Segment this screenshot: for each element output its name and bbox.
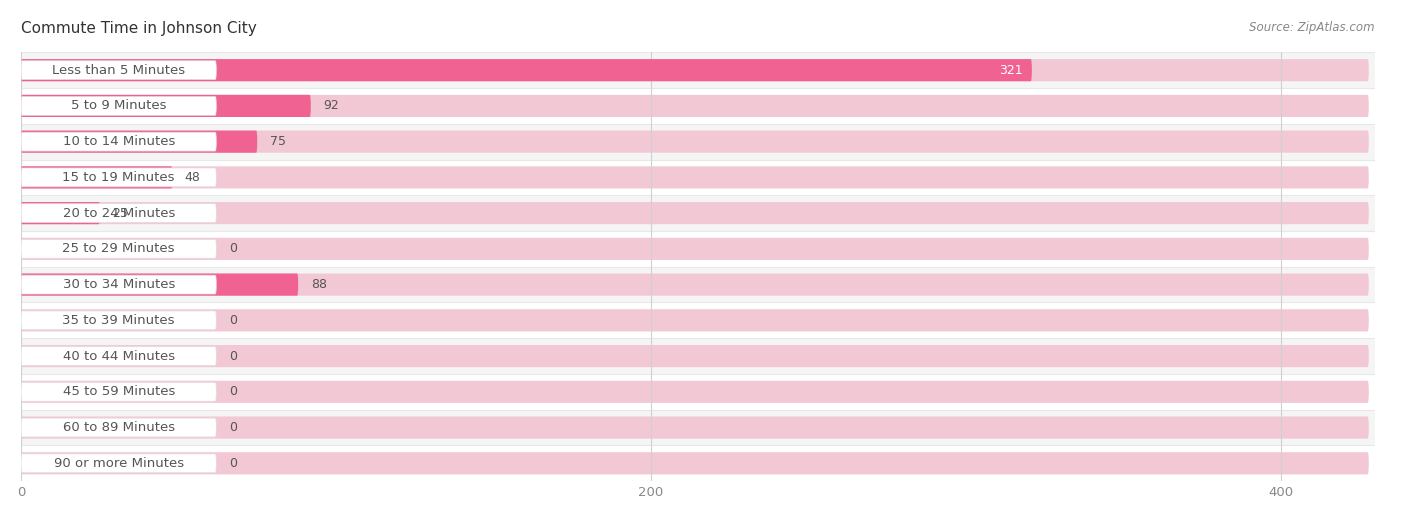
- Text: 25: 25: [112, 207, 128, 220]
- Bar: [21, 52, 1375, 88]
- FancyBboxPatch shape: [21, 309, 1369, 332]
- Bar: [21, 338, 1375, 374]
- Bar: [21, 88, 1375, 124]
- Text: 30 to 34 Minutes: 30 to 34 Minutes: [62, 278, 174, 291]
- Bar: [21, 231, 1375, 267]
- FancyBboxPatch shape: [21, 61, 217, 79]
- Text: 40 to 44 Minutes: 40 to 44 Minutes: [63, 349, 174, 362]
- Bar: [21, 446, 1375, 481]
- FancyBboxPatch shape: [21, 131, 1369, 153]
- FancyBboxPatch shape: [21, 418, 217, 437]
- Text: 10 to 14 Minutes: 10 to 14 Minutes: [62, 135, 174, 148]
- FancyBboxPatch shape: [21, 454, 217, 473]
- FancyBboxPatch shape: [21, 274, 298, 295]
- FancyBboxPatch shape: [21, 238, 1369, 260]
- Text: 35 to 39 Minutes: 35 to 39 Minutes: [62, 314, 174, 327]
- FancyBboxPatch shape: [21, 132, 217, 151]
- Bar: [21, 410, 1375, 446]
- Text: 92: 92: [323, 99, 339, 112]
- Text: Less than 5 Minutes: Less than 5 Minutes: [52, 64, 186, 77]
- Text: 75: 75: [270, 135, 285, 148]
- Text: 20 to 24 Minutes: 20 to 24 Minutes: [62, 207, 174, 220]
- Text: 88: 88: [311, 278, 326, 291]
- Text: 0: 0: [229, 385, 236, 399]
- Bar: [21, 160, 1375, 195]
- Text: 15 to 19 Minutes: 15 to 19 Minutes: [62, 171, 174, 184]
- FancyBboxPatch shape: [21, 59, 1369, 81]
- FancyBboxPatch shape: [21, 382, 217, 401]
- FancyBboxPatch shape: [21, 274, 1369, 295]
- Text: 0: 0: [229, 349, 236, 362]
- Text: 90 or more Minutes: 90 or more Minutes: [53, 457, 184, 470]
- FancyBboxPatch shape: [21, 416, 1369, 439]
- FancyBboxPatch shape: [21, 452, 1369, 474]
- FancyBboxPatch shape: [21, 275, 217, 294]
- Text: 321: 321: [998, 64, 1022, 77]
- FancyBboxPatch shape: [21, 202, 100, 224]
- Bar: [21, 302, 1375, 338]
- Text: Commute Time in Johnson City: Commute Time in Johnson City: [21, 21, 257, 36]
- FancyBboxPatch shape: [21, 202, 1369, 224]
- FancyBboxPatch shape: [21, 168, 217, 187]
- FancyBboxPatch shape: [21, 131, 257, 153]
- Text: 45 to 59 Minutes: 45 to 59 Minutes: [62, 385, 174, 399]
- Text: 48: 48: [184, 171, 201, 184]
- FancyBboxPatch shape: [21, 381, 1369, 403]
- FancyBboxPatch shape: [21, 166, 1369, 188]
- FancyBboxPatch shape: [21, 203, 217, 223]
- Bar: [21, 195, 1375, 231]
- FancyBboxPatch shape: [21, 240, 217, 258]
- Bar: [21, 267, 1375, 302]
- Text: 25 to 29 Minutes: 25 to 29 Minutes: [62, 242, 174, 255]
- FancyBboxPatch shape: [21, 311, 217, 330]
- Text: 0: 0: [229, 457, 236, 470]
- FancyBboxPatch shape: [21, 95, 1369, 117]
- FancyBboxPatch shape: [21, 96, 217, 116]
- Text: 5 to 9 Minutes: 5 to 9 Minutes: [70, 99, 166, 112]
- Text: 0: 0: [229, 314, 236, 327]
- Text: 0: 0: [229, 421, 236, 434]
- FancyBboxPatch shape: [21, 345, 1369, 367]
- FancyBboxPatch shape: [21, 95, 311, 117]
- FancyBboxPatch shape: [21, 59, 1032, 81]
- Bar: [21, 374, 1375, 410]
- Text: 0: 0: [229, 242, 236, 255]
- Bar: [21, 124, 1375, 160]
- FancyBboxPatch shape: [21, 347, 217, 366]
- Text: Source: ZipAtlas.com: Source: ZipAtlas.com: [1250, 21, 1375, 34]
- Text: 60 to 89 Minutes: 60 to 89 Minutes: [63, 421, 174, 434]
- FancyBboxPatch shape: [21, 166, 172, 188]
